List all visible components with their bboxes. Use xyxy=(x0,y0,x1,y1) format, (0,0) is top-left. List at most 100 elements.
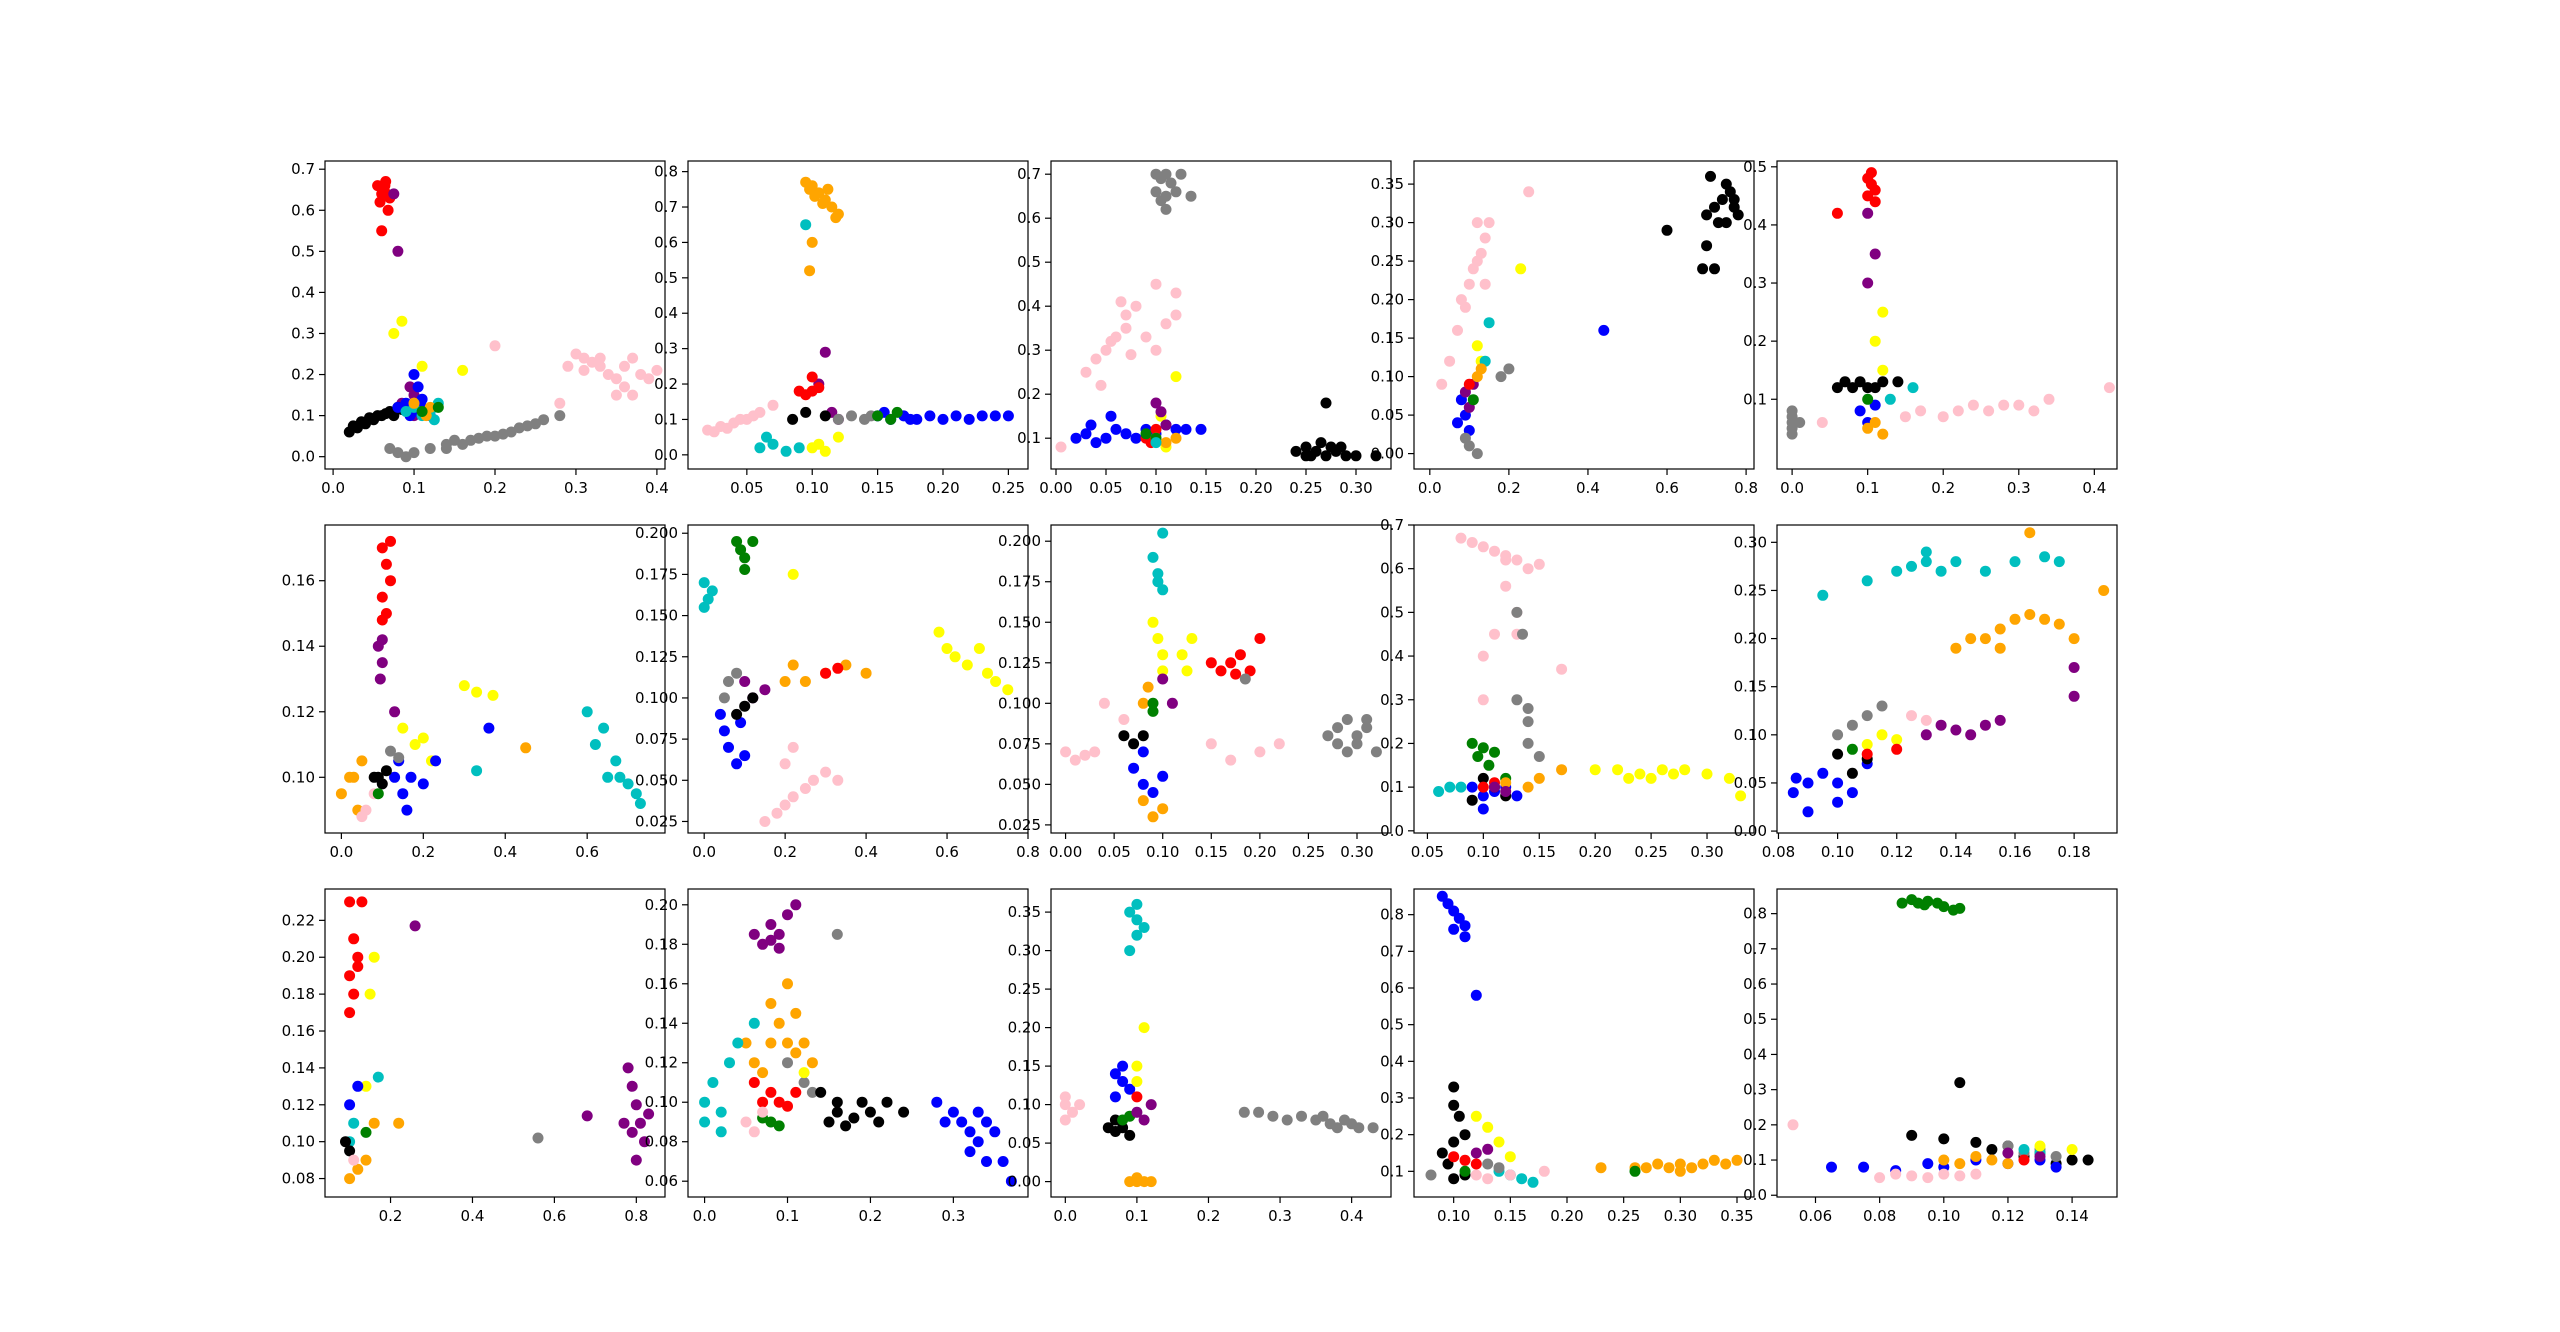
data-point xyxy=(1225,754,1237,766)
x-tick-label: 0.30 xyxy=(1690,843,1723,861)
data-point xyxy=(782,909,793,921)
data-point xyxy=(348,1154,360,1166)
data-point xyxy=(1254,633,1266,644)
subplot-5: 0.0 0.1 0.2 0.3 0.4 0.1 0.2 0.3 0.4 0.5 xyxy=(1743,158,2118,497)
data-point xyxy=(806,371,818,383)
data-point xyxy=(989,1126,1001,1138)
data-point xyxy=(1500,554,1512,566)
y-tick-label: 0.10 xyxy=(1371,368,1404,386)
y-tick-label: 0.25 xyxy=(1371,252,1404,270)
data-point xyxy=(1131,914,1143,926)
data-point xyxy=(344,1173,356,1185)
y-tick-label: 0.20 xyxy=(1008,1019,1041,1037)
series-2 xyxy=(754,219,812,457)
data-point xyxy=(1254,746,1266,758)
data-point xyxy=(706,585,718,597)
y-tick-label: 0.3 xyxy=(1380,1089,1404,1107)
data-point xyxy=(344,896,356,908)
data-point xyxy=(702,593,714,605)
data-point xyxy=(1640,1162,1652,1174)
data-point xyxy=(1472,751,1484,762)
data-point xyxy=(1489,545,1500,557)
data-point xyxy=(832,431,844,443)
data-point xyxy=(1463,378,1475,390)
x-tick-label: 0.2 xyxy=(1931,479,1955,497)
x-tick-label: 0.4 xyxy=(493,843,517,861)
series-10 xyxy=(1150,437,1162,449)
data-point xyxy=(1906,1170,1918,1182)
data-point xyxy=(1459,432,1471,444)
data-point xyxy=(1986,1144,1998,1155)
data-point xyxy=(1131,1076,1143,1087)
series-7 xyxy=(356,788,380,823)
data-point xyxy=(1109,1068,1121,1080)
subplot-15: 0.06 0.08 0.10 0.12 0.14 0.0 0.1 0.2 0.3 0.4 0.5 0.… xyxy=(1743,888,2118,1225)
data-point xyxy=(1938,901,1950,913)
data-point xyxy=(761,431,772,443)
data-point xyxy=(800,406,812,418)
data-point xyxy=(428,414,440,426)
data-point xyxy=(1341,746,1353,758)
points-group xyxy=(335,535,646,823)
x-tick-label: 0.10 xyxy=(1139,479,1172,497)
y-tick-label: 0.6 xyxy=(1380,979,1404,997)
data-point xyxy=(864,1106,876,1118)
data-point xyxy=(1131,1060,1143,1072)
y-tick-label: 0.200 xyxy=(635,524,678,542)
data-point xyxy=(380,765,392,777)
data-point xyxy=(635,369,647,380)
data-point xyxy=(1679,764,1691,776)
series-9 xyxy=(2034,1140,2078,1155)
data-point xyxy=(1225,657,1237,669)
data-point xyxy=(1847,382,1859,394)
data-point xyxy=(417,732,429,744)
points-group xyxy=(1436,170,1744,460)
data-point xyxy=(1538,1165,1550,1177)
y-tick-label: 0.20 xyxy=(282,948,315,966)
series-1 xyxy=(376,535,396,626)
data-point xyxy=(1527,1176,1539,1188)
data-point xyxy=(610,755,622,767)
series-2 xyxy=(1147,616,1198,677)
data-point xyxy=(1459,931,1471,943)
x-tick-label: 0.08 xyxy=(1863,1207,1896,1225)
x-tick-label: 0.0 xyxy=(329,843,353,861)
series-4 xyxy=(779,659,872,687)
data-point xyxy=(1522,563,1534,575)
data-point xyxy=(1128,738,1140,750)
data-point xyxy=(1100,432,1112,444)
series-8 xyxy=(718,667,743,704)
data-point xyxy=(1697,263,1709,275)
data-point xyxy=(405,771,417,783)
data-point xyxy=(815,1086,827,1098)
data-point xyxy=(714,708,726,720)
data-point xyxy=(388,410,400,422)
series-7 xyxy=(1137,681,1169,823)
x-tick-label: 0.30 xyxy=(1339,479,1372,497)
data-point xyxy=(1157,584,1169,596)
data-point xyxy=(1994,714,2006,726)
data-point xyxy=(416,406,428,417)
data-point xyxy=(1471,448,1483,460)
data-point xyxy=(1155,406,1167,418)
x-tick-label: 0.16 xyxy=(1998,843,2031,861)
data-point xyxy=(767,438,779,450)
x-tick-label: 0.0 xyxy=(1053,1207,1077,1225)
data-point xyxy=(941,643,953,654)
y-tick-label: 0.0 xyxy=(291,448,315,466)
data-point xyxy=(2009,556,2021,568)
data-point xyxy=(1906,710,1917,722)
data-point xyxy=(1723,772,1735,784)
y-tick-label: 0.5 xyxy=(654,269,678,287)
subplot-10: 0.08 0.10 0.12 0.14 0.16 0.18 0.00 0.05 0.10 0.15… xyxy=(1734,524,2118,861)
data-point xyxy=(1340,450,1352,462)
data-point xyxy=(634,1117,646,1129)
data-point xyxy=(376,778,388,790)
y-tick-label: 0.3 xyxy=(1743,1081,1767,1099)
y-tick-label: 0.7 xyxy=(291,160,315,178)
data-point xyxy=(1862,190,1874,202)
data-point xyxy=(1281,1114,1293,1126)
y-tick-label: 0.5 xyxy=(1380,603,1404,621)
data-point xyxy=(1157,673,1169,685)
data-point xyxy=(2053,556,2065,568)
